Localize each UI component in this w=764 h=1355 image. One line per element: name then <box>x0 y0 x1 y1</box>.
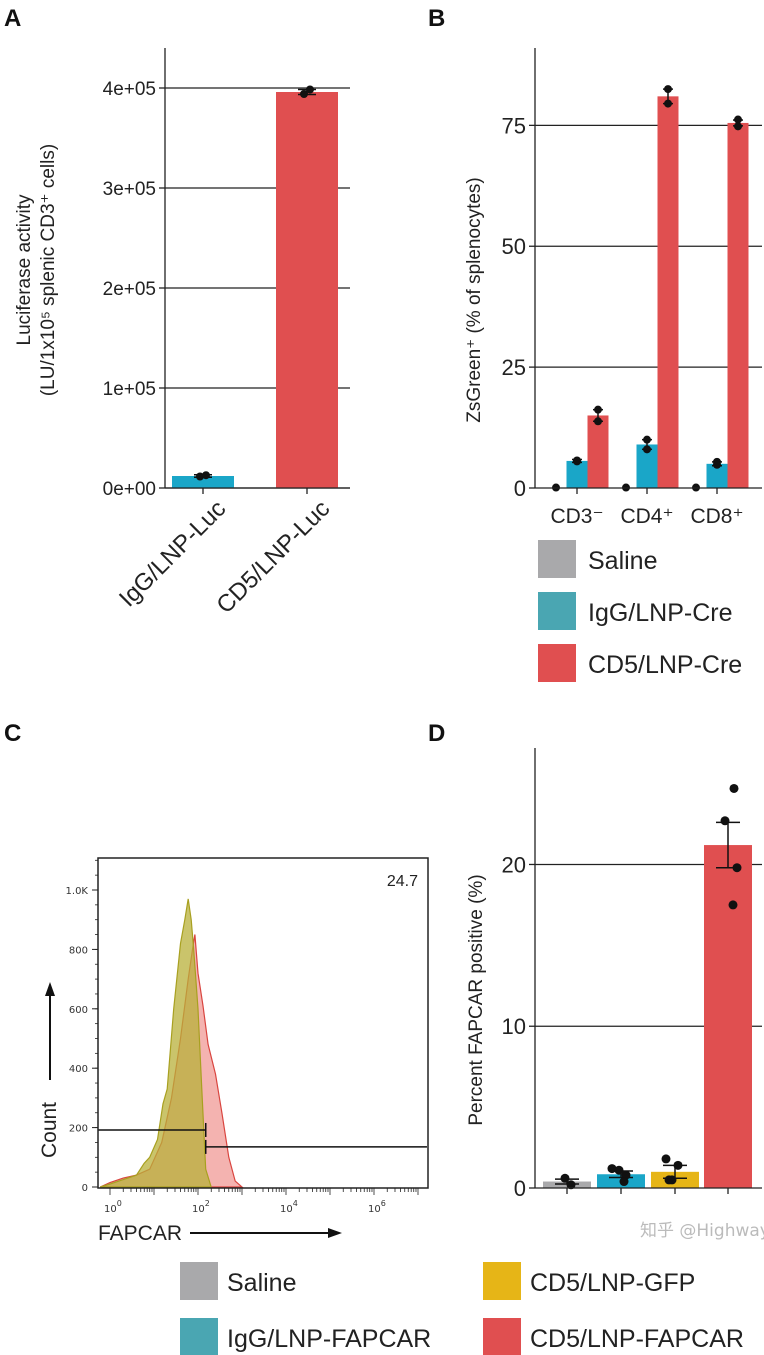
legend-swatch <box>180 1262 218 1300</box>
legend-label: CD5/LNP-Cre <box>588 651 742 679</box>
legend-label: CD5/LNP-FAPCAR <box>530 1325 744 1353</box>
y-axis-title: Percent FAPCAR positive (%) <box>466 874 487 1125</box>
data-point <box>643 435 651 444</box>
y-tick-label: 1e+05 <box>103 379 156 400</box>
x-tick-label: 104 <box>280 1199 298 1215</box>
legend-label: Saline <box>227 1269 297 1297</box>
bar <box>276 92 338 488</box>
y-tick-label: 0 <box>82 1183 88 1194</box>
legend-cd: Saline IgG/LNP-FAPCAR CD5/LNP-GFP CD5/LNP-F… <box>180 1262 744 1355</box>
legend-swatch <box>483 1262 521 1300</box>
y-tick-label: 600 <box>69 1005 88 1016</box>
y-tick-label: 1.0K <box>66 886 89 897</box>
y-tick-label: 10 <box>502 1014 526 1039</box>
bar <box>657 96 679 488</box>
x-axis-title: FAPCAR <box>98 1222 182 1245</box>
data-point <box>720 816 730 826</box>
bar <box>727 122 749 488</box>
gate-annotation: 24.7 <box>387 873 418 890</box>
legend-swatch <box>538 592 576 630</box>
data-point <box>664 85 672 94</box>
data-point <box>661 1154 671 1164</box>
legend-label: Saline <box>588 547 658 575</box>
bar <box>636 444 658 488</box>
data-point <box>673 1160 683 1170</box>
data-point <box>643 445 651 454</box>
legend-swatch <box>538 540 576 578</box>
y-axis-title-line1: Luciferase activity <box>14 194 35 346</box>
data-point <box>594 405 602 414</box>
x-tick-label: IgG/LNP-Luc <box>114 495 231 612</box>
y-tick-label: 50 <box>502 234 526 259</box>
y-tick-label: 0 <box>514 476 526 501</box>
data-point <box>196 472 204 481</box>
y-tick-label: 0 <box>514 1176 526 1201</box>
chart-a: 0e+001e+052e+053e+054e+05IgG/LNP-LucCD5/… <box>14 48 350 619</box>
bar <box>704 845 752 1188</box>
arrow-head-icon <box>45 982 55 996</box>
x-tick-label: 102 <box>192 1199 210 1215</box>
x-tick-label: 106 <box>368 1199 386 1215</box>
y-axis-title: ZsGreen⁺ (% of splenocytes) <box>464 177 485 423</box>
x-tick-label: CD4⁺ <box>620 505 673 528</box>
chart-d: 0 10 20 Percent FAPCAR positive (%) <box>466 748 762 1201</box>
data-point <box>594 417 602 426</box>
x-tick-label: CD3⁻ <box>550 505 603 528</box>
y-axis-title: Count <box>38 1102 61 1158</box>
data-point <box>614 1165 624 1175</box>
x-tick-label: CD8⁺ <box>690 505 743 528</box>
bar <box>706 463 728 488</box>
legend-label: IgG/LNP-Cre <box>588 599 732 627</box>
data-point <box>667 1175 677 1185</box>
x-tick-label: 100 <box>104 1199 122 1215</box>
data-point <box>607 1164 617 1174</box>
arrow-head-icon <box>328 1228 342 1238</box>
legend-label: CD5/LNP-GFP <box>530 1269 695 1297</box>
y-tick-label: 20 <box>502 852 526 877</box>
y-tick-label: 800 <box>69 945 88 956</box>
y-tick-label: 200 <box>69 1124 88 1135</box>
plot-frame <box>97 857 429 1189</box>
y-axis-title-line2: (LU/1x10⁵ splenic CD3⁺ cells) <box>38 144 59 396</box>
data-point <box>306 85 314 94</box>
data-point <box>732 863 742 873</box>
data-point <box>566 1180 576 1190</box>
data-point <box>619 1177 629 1187</box>
data-point <box>560 1173 570 1183</box>
data-point <box>202 471 210 480</box>
data-point <box>729 783 739 793</box>
data-point <box>300 90 308 98</box>
y-tick-label: 0e+00 <box>103 479 156 500</box>
legend-label: IgG/LNP-FAPCAR <box>227 1325 431 1353</box>
chart-c: 0 200 400 600 800 1.0K 100 102 104 106 24.7 Count FA… <box>38 857 429 1245</box>
data-point <box>713 460 721 469</box>
y-tick-label: 400 <box>69 1064 88 1075</box>
bar <box>172 476 234 488</box>
legend-swatch <box>180 1318 218 1355</box>
legend-swatch <box>483 1318 521 1355</box>
panel-label-a: A <box>4 5 21 32</box>
chart-b: 0 25 50 75 CD3⁻ CD4⁺ CD8⁺ ZsGreen⁺ (% of spleno… <box>464 48 762 682</box>
panel-label-b: B <box>428 5 445 32</box>
data-point <box>664 99 672 108</box>
bar <box>566 460 588 488</box>
panel-label-c: C <box>4 720 21 747</box>
watermark: 知乎 @Highway <box>640 1221 764 1241</box>
y-tick-label: 25 <box>502 355 526 380</box>
data-point <box>734 122 742 131</box>
y-tick-label: 2e+05 <box>103 279 156 300</box>
data-point <box>734 115 742 124</box>
data-point <box>573 457 581 466</box>
y-tick-label: 3e+05 <box>103 179 156 200</box>
y-tick-label: 75 <box>502 113 526 138</box>
y-tick-label: 4e+05 <box>103 79 156 100</box>
panel-label-d: D <box>428 720 445 747</box>
legend-swatch <box>538 644 576 682</box>
histogram-controls <box>100 898 212 1188</box>
bar <box>587 415 609 488</box>
data-point <box>728 900 738 910</box>
